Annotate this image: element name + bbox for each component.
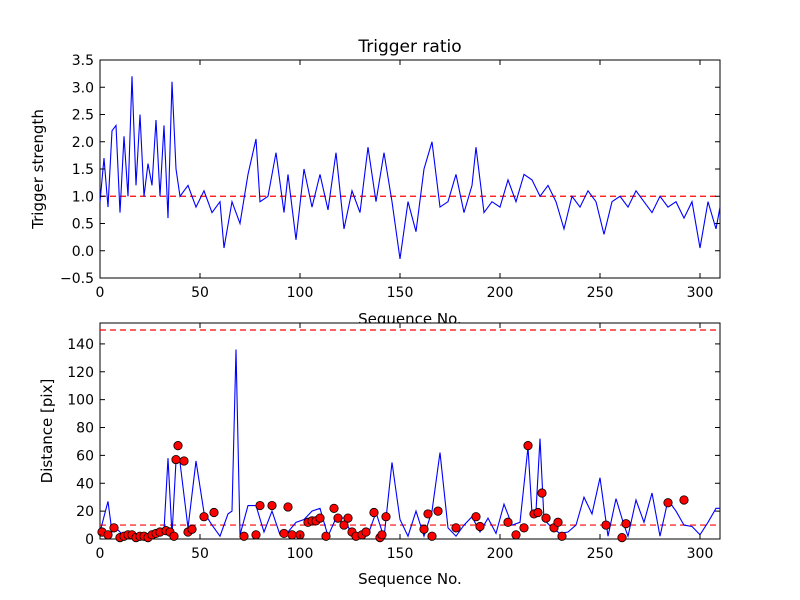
top-y-tick-label: −0.5 [60,271,94,287]
bottom-data-marker [329,503,339,513]
top-plot-frame [99,59,721,279]
bottom-data-marker [333,513,343,523]
bottom-y-tick-label: 60 [76,448,94,464]
bottom-y-tick-label: 40 [76,476,94,492]
bottom-data-marker [239,531,249,541]
top-y-tick-label: 3.0 [72,80,94,96]
bottom-data-marker [427,531,437,541]
top-y-tick-label: 2.5 [72,108,94,124]
bottom-data-marker [287,530,297,540]
top-x-tick-label: 100 [287,285,314,301]
bottom-series-line [99,349,720,539]
bottom-x-tick-label: 200 [487,546,514,562]
bottom-y-tick-label: 100 [67,393,94,409]
bottom-y-tick-label: 80 [76,421,94,437]
top-y-tick-label: 1.5 [72,162,94,178]
bottom-x-tick-label: 300 [687,546,714,562]
bottom-data-marker [621,519,631,529]
top-series-line [99,76,721,259]
top-y-axis-label: Trigger strength [29,109,47,230]
bottom-data-marker [369,507,379,518]
top-y-tick-label: 0.0 [72,244,94,260]
bottom-y-axis-label: Distance [pix] [38,379,56,484]
bottom-data-marker [679,495,689,505]
bottom-data-marker [169,531,179,541]
bottom-data-marker [433,506,443,516]
bottom-data-marker [279,528,289,539]
bottom-y-tick-label: 0 [85,532,94,548]
bottom-data-marker [523,441,533,451]
bottom-data-marker [179,456,189,466]
top-x-tick-label: 300 [687,285,714,301]
bottom-x-axis-label: Sequence No. [358,570,462,588]
bottom-y-tick-label: 140 [67,337,94,353]
bottom-data-marker [423,509,433,519]
top-y-tick-label: 0.5 [72,217,94,233]
bottom-data-marker [553,517,563,527]
bottom-data-marker [103,530,113,540]
bottom-data-marker [419,524,429,534]
bottom-data-marker [209,507,219,518]
bottom-data-marker [343,513,353,523]
bottom-data-marker [381,512,391,522]
top-x-tick-label: 50 [191,285,209,301]
bottom-data-marker [533,507,543,518]
bottom-data-marker [315,513,325,523]
bottom-x-tick-label: 50 [191,546,209,562]
bottom-data-marker [475,521,485,532]
bottom-axes: 0 50 100 150 200 250 300 0 20 40 60 80 100 120 140 Seq… [38,322,721,588]
bottom-data-marker [601,520,611,530]
bottom-data-marker [283,502,293,512]
bottom-data-marker [339,520,349,530]
bottom-data-marker [173,441,183,451]
bottom-data-marker [617,533,627,543]
bottom-data-marker [519,523,529,533]
bottom-data-marker [511,530,521,540]
bottom-y-tick-label: 20 [76,504,94,520]
bottom-data-marker [361,527,371,537]
bottom-data-marker [541,513,551,523]
top-x-tick-label: 150 [387,285,414,301]
top-x-tick-label: 0 [96,285,105,301]
bottom-x-tick-label: 0 [96,546,105,562]
bottom-data-marker [537,488,547,498]
chart-title: Trigger ratio [357,37,461,57]
bottom-data-marker [557,531,567,541]
bottom-data-marker [451,523,461,533]
top-plot-content: 0 50 100 150 200 250 300 −0.5 0.0 0.5 1.0 1.5 2.0 2.5… [60,53,721,301]
bottom-data-marker [171,454,181,465]
bottom-x-tick-label: 250 [587,546,614,562]
top-y-tick-label: 2.0 [72,135,94,151]
bottom-y-tick-label: 120 [67,365,94,381]
top-y-tick-label: 1.0 [72,189,94,205]
bottom-x-tick-label: 100 [287,546,314,562]
bottom-data-marker [471,512,481,522]
bottom-data-marker [255,500,265,511]
bottom-plot-content: 0 50 100 150 200 250 300 0 20 40 60 80 100 120 140 [67,323,720,562]
top-x-tick-label: 200 [487,285,514,301]
bottom-data-marker [503,517,513,527]
top-x-tick-label: 250 [587,285,614,301]
bottom-data-marker [251,530,261,540]
bottom-data-marker [199,512,209,522]
bottom-data-marker [663,498,673,508]
top-axes: 0 50 100 150 200 250 300 −0.5 0.0 0.5 1.0 1.5 2.0 2.5… [29,37,721,328]
bottom-data-marker [187,524,197,534]
bottom-data-marker [267,500,277,511]
bottom-data-marker [321,531,331,541]
bottom-x-tick-label: 150 [387,546,414,562]
bottom-plot-frame [99,322,721,540]
bottom-data-marker [109,523,119,533]
top-y-tick-label: 3.5 [72,53,94,69]
bottom-data-marker [377,530,387,540]
